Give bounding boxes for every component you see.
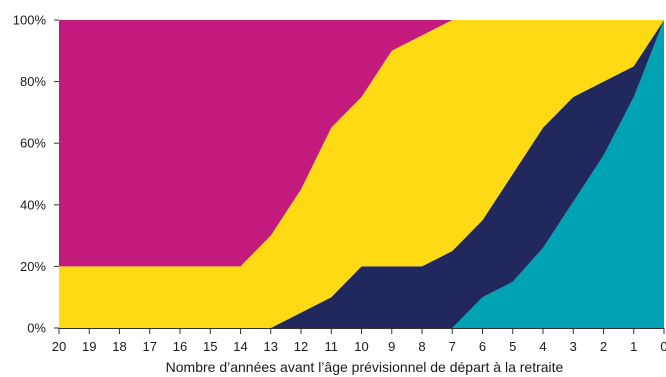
area-series-2 — [59, 20, 664, 328]
x-tick-label: 14 — [233, 339, 247, 354]
x-tick-label: 13 — [264, 339, 278, 354]
y-tick-label: 60% — [20, 136, 46, 151]
x-tick-label: 12 — [294, 339, 308, 354]
x-tick-label: 1 — [630, 339, 637, 354]
x-tick-label: 7 — [449, 339, 456, 354]
x-tick-label: 4 — [539, 339, 546, 354]
x-tick-label: 17 — [143, 339, 157, 354]
x-tick-label: 19 — [82, 339, 96, 354]
x-tick-label: 10 — [354, 339, 368, 354]
x-axis: 20 19 18 17 16 15 14 13 12 11 10 9 8 7 6 5 4 3 2 1 0 — [52, 328, 666, 354]
area-series-3 — [59, 20, 664, 328]
x-tick-label: 5 — [509, 339, 516, 354]
chart-areas — [59, 20, 664, 328]
x-tick-label: 11 — [325, 339, 339, 354]
x-tick-label: 15 — [203, 339, 217, 354]
x-tick-label: 8 — [418, 339, 425, 354]
y-tick-label: 20% — [20, 259, 46, 274]
x-tick-label: 6 — [479, 339, 486, 354]
x-tick-label: 9 — [388, 339, 395, 354]
x-tick-label: 2 — [600, 339, 607, 354]
area-series-1 — [59, 20, 664, 328]
y-tick-label: 40% — [20, 197, 46, 212]
y-tick-label: 0% — [27, 321, 46, 336]
x-tick-label: 20 — [52, 339, 66, 354]
area-series-4 — [59, 20, 664, 267]
y-tick-label: 100% — [13, 13, 47, 28]
x-tick-label: 3 — [570, 339, 577, 354]
x-tick-label: 0 — [660, 339, 666, 354]
x-tick-label: 16 — [173, 339, 187, 354]
y-axis: 0% 20% 40% 60% 80% 100% — [13, 13, 59, 336]
x-tick-label: 18 — [112, 339, 126, 354]
y-tick-label: 80% — [20, 74, 46, 89]
x-axis-title: Nombre d’années avant l’âge prévisionnel… — [166, 359, 564, 375]
